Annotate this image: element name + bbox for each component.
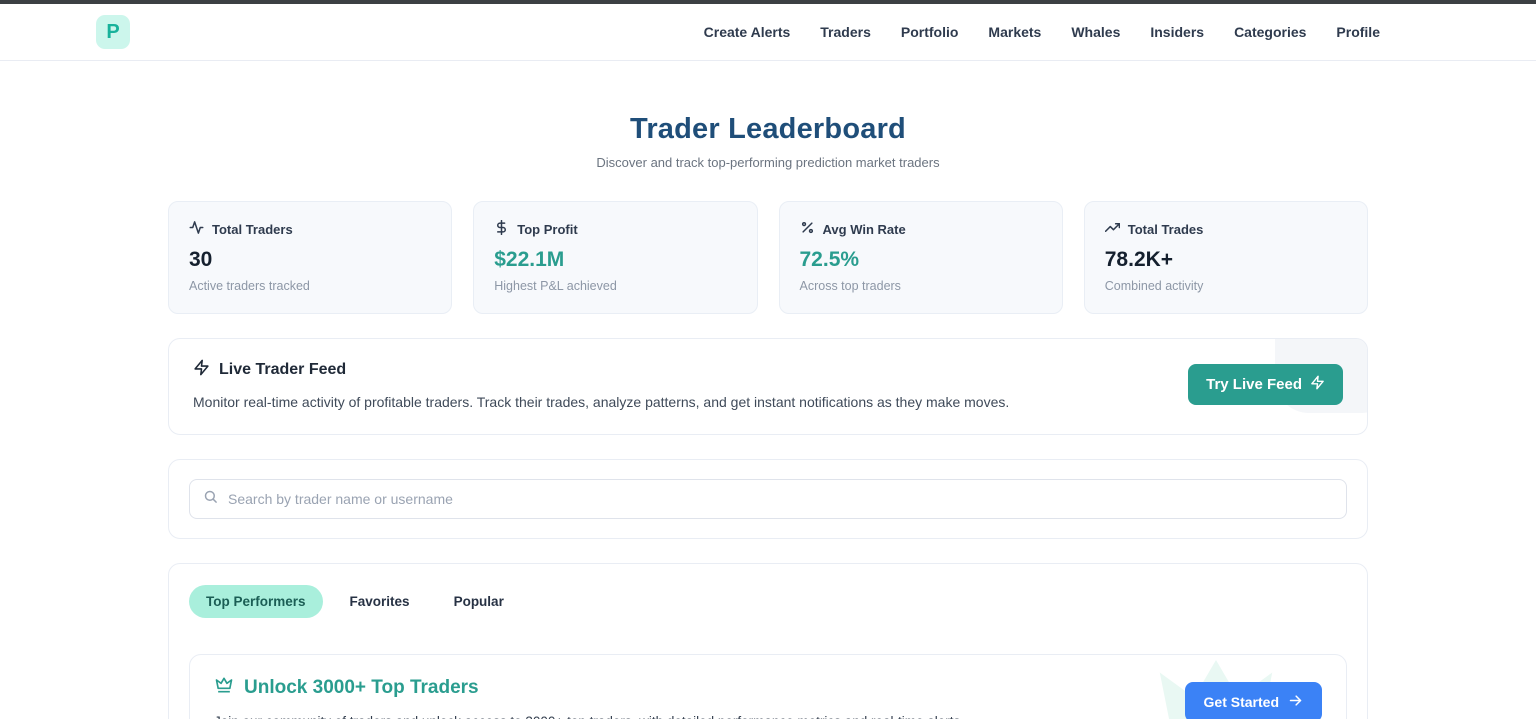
live-feed-description: Monitor real-time activity of profitable… <box>193 394 1010 410</box>
live-feed-title: Live Trader Feed <box>219 361 347 378</box>
crown-icon <box>214 675 234 701</box>
stat-label: Avg Win Rate <box>822 221 906 237</box>
nav-item-categories[interactable]: Categories <box>1234 24 1307 40</box>
tab-favorites[interactable]: Favorites <box>333 585 427 618</box>
leaderboard-panel: Top Performers Favorites Popular Unlock … <box>168 563 1368 719</box>
percent-icon <box>800 220 815 238</box>
stat-subtext: Combined activity <box>1104 279 1204 293</box>
unlock-description: Join our community of traders and unlock… <box>214 714 964 719</box>
nav-item-traders[interactable]: Traders <box>820 24 871 40</box>
page-subtitle: Discover and track top-performing predic… <box>596 155 940 170</box>
top-strip <box>0 0 1536 4</box>
activity-icon <box>189 220 204 238</box>
stat-label: Total Traders <box>212 221 293 237</box>
unlock-title: Unlock 3000+ Top Traders <box>244 677 479 698</box>
stat-card-top-profit: Top Profit $22.1M Highest P&L achieved <box>473 201 758 314</box>
nav-item-portfolio[interactable]: Portfolio <box>900 24 959 40</box>
page-header: Trader Leaderboard Discover and track to… <box>168 113 1368 170</box>
trending-up-icon <box>1104 220 1120 238</box>
page-title: Trader Leaderboard <box>630 113 906 145</box>
stat-card-total-traders: Total Traders 30 Active traders tracked <box>168 201 453 314</box>
main-nav: Create Alerts Traders Portfolio Markets … <box>704 24 1380 40</box>
stats-row: Total Traders 30 Active traders tracked … <box>168 201 1368 314</box>
stat-card-total-trades: Total Trades 78.2K+ Combined activity <box>1083 201 1368 314</box>
stat-label: Total Trades <box>1127 221 1204 237</box>
live-feed-text: Live Trader Feed Monitor real-time activ… <box>193 359 1009 410</box>
main-content: Trader Leaderboard Discover and track to… <box>168 113 1368 719</box>
search-section <box>168 459 1368 539</box>
top-navbar: P Create Alerts Traders Portfolio Market… <box>0 4 1536 61</box>
stat-subtext: Across top traders <box>799 279 901 293</box>
stat-subtext: Highest P&L achieved <box>494 279 617 293</box>
lightning-icon <box>1310 375 1325 394</box>
logo-letter: P <box>106 21 120 43</box>
get-started-button[interactable]: Get Started <box>1184 682 1322 719</box>
nav-item-whales[interactable]: Whales <box>1071 24 1121 40</box>
stat-card-avg-win-rate: Avg Win Rate 72.5% Across top traders <box>778 201 1063 314</box>
unlock-text: Unlock 3000+ Top Traders Join our commun… <box>214 675 964 719</box>
nav-item-insiders[interactable]: Insiders <box>1150 24 1205 40</box>
tab-top-performers[interactable]: Top Performers <box>189 585 323 618</box>
search-box[interactable] <box>189 479 1347 519</box>
stat-value: 30 <box>189 248 213 271</box>
search-icon <box>203 489 218 509</box>
stat-label: Top Profit <box>517 221 578 237</box>
stat-subtext: Active traders tracked <box>189 279 310 293</box>
dollar-icon <box>494 219 509 238</box>
unlock-banner: Unlock 3000+ Top Traders Join our commun… <box>189 654 1347 719</box>
live-feed-banner: Live Trader Feed Monitor real-time activ… <box>168 338 1368 435</box>
lightning-icon <box>193 359 210 381</box>
try-live-feed-button[interactable]: Try Live Feed <box>1188 364 1343 405</box>
nav-item-create-alerts[interactable]: Create Alerts <box>703 24 791 40</box>
nav-item-markets[interactable]: Markets <box>988 24 1042 40</box>
leaderboard-tabs: Top Performers Favorites Popular <box>189 585 1347 618</box>
stat-value: 72.5% <box>799 248 860 271</box>
stat-value: $22.1M <box>494 248 565 271</box>
search-input[interactable] <box>228 491 1333 507</box>
tab-popular[interactable]: Popular <box>437 585 521 618</box>
stat-value: 78.2K+ <box>1104 248 1174 271</box>
app-logo[interactable]: P <box>96 15 130 49</box>
arrow-right-icon <box>1288 693 1303 711</box>
nav-item-profile[interactable]: Profile <box>1336 24 1380 40</box>
